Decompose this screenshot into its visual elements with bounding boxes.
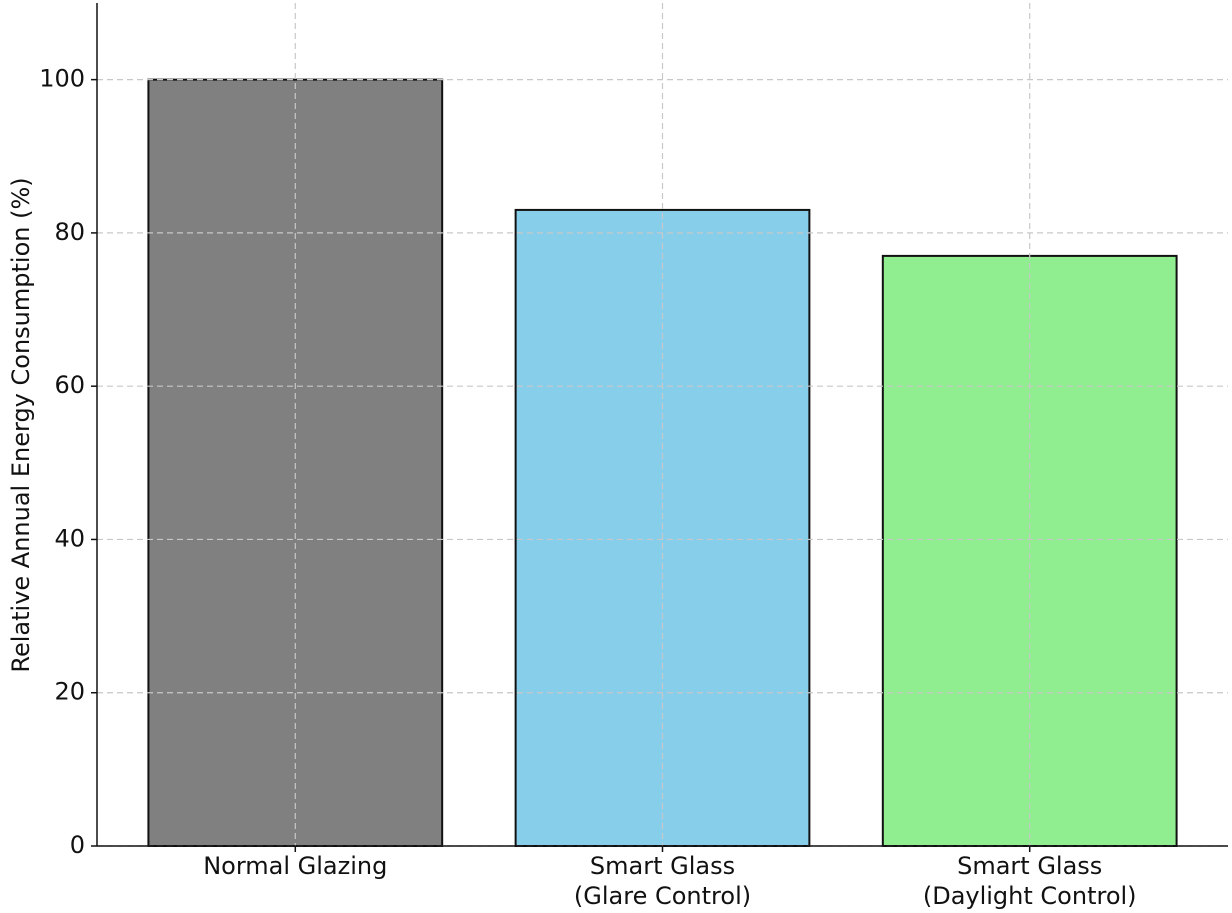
x-tick-label: Normal Glazing: [203, 852, 387, 880]
y-tick-label: 20: [54, 678, 85, 706]
y-tick-label: 80: [54, 218, 85, 246]
y-tick-label: 60: [54, 371, 85, 399]
y-axis-label: Relative Annual Energy Consumption (%): [7, 177, 35, 672]
y-tick-label: 0: [70, 831, 85, 859]
x-tick-label: Smart Glass (Glare Control): [574, 852, 751, 910]
y-tick-label: 100: [39, 65, 85, 93]
grid: [97, 3, 1228, 847]
y-tick-label: 40: [54, 524, 85, 552]
x-tick-label: Smart Glass (Daylight Control): [923, 852, 1137, 910]
